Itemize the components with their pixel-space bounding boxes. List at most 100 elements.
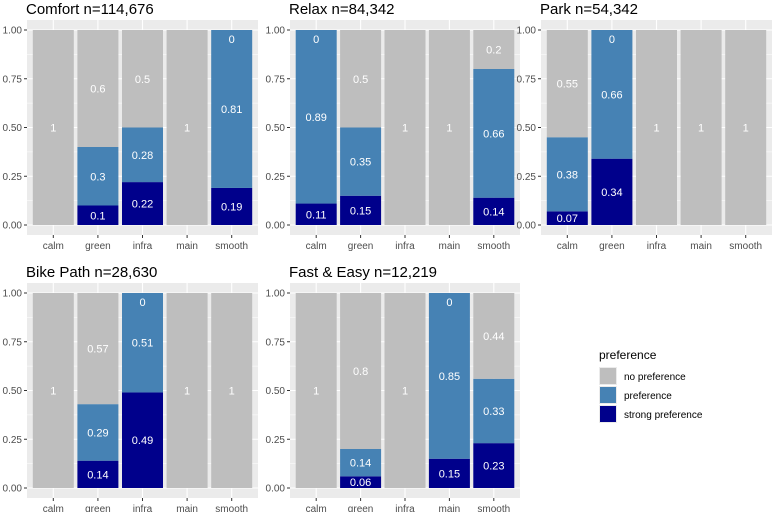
bar-segment-none [546,30,588,138]
bar-segment-none [295,293,337,488]
y-tick-label: 0.50 [517,123,537,134]
x-tick-label: infra [133,241,153,252]
data-label-none: 0.55 [557,79,578,91]
bar-segment-none [122,30,163,128]
data-label-pref: 0.66 [601,89,622,101]
bar-segment-none [340,293,382,449]
x-tick-label: main [176,241,198,252]
bar-segment-pref [211,30,253,188]
bar-segment-pref [473,69,515,198]
y-tick-label: 1.00 [3,289,23,300]
bar-segment-none [384,293,426,488]
data-label-pref: 0.33 [483,406,504,418]
data-label-none: 1 [50,386,56,398]
bar-segment-none [428,30,470,225]
bar-segment-none [680,30,722,225]
bar-segment-pref [546,137,588,212]
bar-segment-strong [77,205,119,225]
data-label-strong: 0.15 [439,468,460,480]
bar-segment-pref [428,293,470,459]
legend-swatch [600,406,616,422]
panel-3: Park n=54,342 0.00 0.25 0.50 0.75 1.00 calm gre… [517,1,772,252]
data-label-pref: 0.3 [90,171,105,183]
y-tick-label: 1.00 [266,289,286,300]
x-tick-label: green [85,241,111,252]
data-label-strong: 0.1 [90,210,105,222]
y-tick-label: 0.25 [266,435,286,446]
data-label-pref: 0.51 [132,338,153,350]
bar-segment-none [340,30,382,128]
data-label-strong: 0.23 [483,461,504,473]
data-label-none: 1 [184,123,190,135]
x-tick-label: green [599,241,625,252]
bar-segment-pref [340,449,382,477]
y-tick-label: 0.50 [3,386,23,397]
panel-1: Comfort n=114,6760.000.250.500.751.00cal… [3,1,258,252]
data-label-none: 0 [446,297,452,309]
x-tick-label: calm [43,504,64,512]
data-label-strong: 0.19 [221,201,242,213]
bar-segment-none [473,293,515,379]
y-tick-label: 0.50 [3,123,23,134]
bar-segment-pref [77,404,119,461]
data-label-strong: 0.11 [306,209,327,221]
x-tick-label: green [85,504,111,512]
bar-segment-strong [295,203,337,225]
data-label-none: 0.6 [90,84,105,96]
legend-title: preference [599,348,657,362]
bar-segment-none [77,30,119,147]
bar-segment-strong [473,443,515,488]
y-tick-label: 0.50 [266,123,286,134]
data-label-strong: 0.22 [132,199,153,211]
y-tick-label: 0.75 [3,337,23,348]
data-label-none: 1 [446,123,452,135]
legend-swatch [600,387,616,403]
data-label-none: 1 [229,386,235,398]
data-label-pref: 0.81 [221,104,242,116]
bar-segment-none [384,30,426,225]
bar-segment-strong [122,182,163,225]
bar-segment-none [636,30,677,225]
x-tick-label: infra [647,241,667,252]
data-label-pref: 0.66 [483,128,504,140]
x-tick-label: calm [306,241,327,252]
data-label-none: 0 [609,34,615,46]
data-label-strong: 0.15 [350,205,371,217]
y-tick-label: 1.00 [3,26,23,37]
y-tick-label: 0.50 [266,386,286,397]
panel-title: Fast & Easy n=12,219 [289,264,437,281]
bar-segment-strong [211,187,253,225]
x-tick-label: calm [557,241,578,252]
bar-segment-pref [591,30,633,159]
data-label-none: 0.57 [87,344,108,356]
bar-segment-none [211,293,253,488]
legend-swatch [600,368,616,384]
x-tick-label: smooth [215,241,248,252]
data-label-pref: 0.29 [87,427,108,439]
bar-segment-none [725,30,767,225]
y-tick-label: 1.00 [266,26,286,37]
data-label-pref: 0.14 [350,458,371,470]
data-label-pref: 0.85 [439,371,460,383]
data-label-none: 1 [313,386,319,398]
bar-segment-strong [546,211,588,225]
bar-segment-none [166,293,208,488]
x-tick-label: infra [133,504,153,512]
y-tick-label: 0.25 [3,435,23,446]
y-tick-label: 0.75 [266,74,286,85]
bar-segment-pref [122,127,163,183]
data-label-none: 1 [698,123,704,135]
x-tick-label: smooth [215,504,248,512]
y-tick-label: 0.75 [266,337,286,348]
x-tick-label: green [348,241,374,252]
data-label-none: 1 [184,386,190,398]
data-label-pref: 0.38 [557,169,578,181]
data-label-none: 0.5 [135,74,150,86]
x-tick-label: smooth [477,504,510,512]
data-label-none: 0.5 [353,74,368,86]
y-tick-label: 0.75 [3,74,23,85]
data-label-pref: 0.89 [305,112,326,124]
legend-label: preference [624,391,672,402]
x-tick-label: smooth [477,241,510,252]
